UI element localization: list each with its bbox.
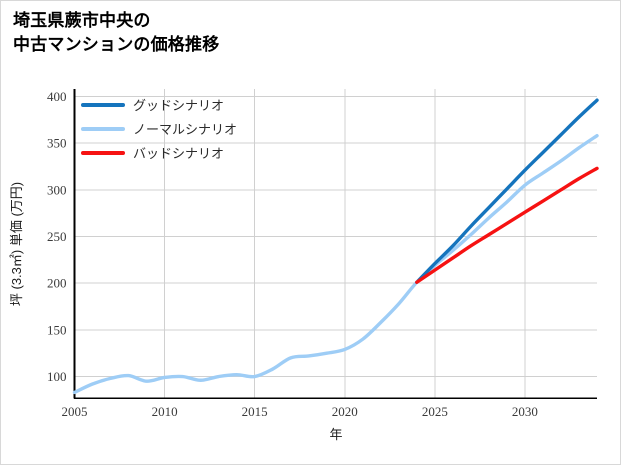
series-line-グッドシナリオ [415,98,599,284]
page-title: 埼玉県蕨市中央の 中古マンションの価格推移 [13,11,220,55]
x-axis-title: 年 [329,427,342,442]
y-tick-labels: 100 150 200 250 300 350 400 [47,89,67,384]
legend-label-0[interactable]: グッドシナリオ [133,98,224,113]
series-line-バッドシナリオ [415,166,599,284]
y-tick-label: 200 [47,276,67,291]
x-tick-label: 2030 [512,404,538,419]
y-tick-label: 300 [47,182,67,197]
x-tick-label: 2025 [422,404,448,419]
legend-label-2[interactable]: バッドシナリオ [133,146,224,161]
x-tick-label: 2015 [242,404,268,419]
y-tick-label: 250 [47,229,67,244]
x-tick-label: 2005 [62,404,88,419]
y-axis-title: 坪 (3.3㎡) 単価 (万円) [9,182,24,306]
y-tick-label: 100 [47,369,67,384]
y-tick-label: 350 [47,136,67,151]
x-tick-label: 2020 [332,404,358,419]
legend-label-1[interactable]: ノーマルシナリオ [133,122,237,137]
y-tick-label: 150 [47,322,67,337]
y-tick-label: 400 [47,89,67,104]
series-lines [72,98,599,395]
x-tick-label: 2010 [152,404,178,419]
series-line-ノーマルシナリオ [72,133,599,395]
x-tick-labels: 2005 2010 2015 2020 2025 2030 [62,404,538,419]
